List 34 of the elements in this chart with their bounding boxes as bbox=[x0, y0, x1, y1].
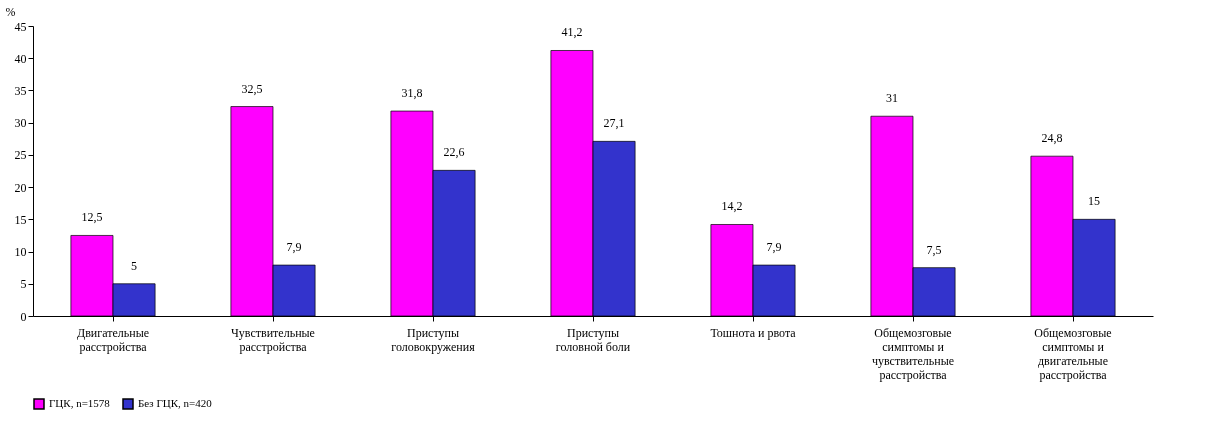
y-tick-label: 0 bbox=[20, 309, 27, 324]
data-label: 15 bbox=[1088, 194, 1101, 209]
data-label: 12,5 bbox=[81, 210, 103, 225]
y-tick-label: 45 bbox=[14, 19, 27, 34]
x-tick-label: Чувствительные расстройства bbox=[231, 325, 315, 354]
legend-label: Без ГЦК, n=420 bbox=[138, 397, 213, 409]
data-label: 31,8 bbox=[401, 86, 423, 101]
y-tick-label: 40 bbox=[14, 51, 27, 66]
y-axis-title: % bbox=[5, 4, 16, 19]
y-tick-label: 15 bbox=[14, 212, 27, 227]
data-label: 5 bbox=[131, 258, 138, 273]
y-tick-label: 20 bbox=[14, 180, 27, 195]
x-tick-label: Двигательные расстройства bbox=[76, 325, 150, 354]
y-tick-label: 35 bbox=[14, 83, 27, 98]
data-label: 41,2 bbox=[561, 25, 583, 40]
data-label: 27,1 bbox=[603, 116, 625, 131]
x-tick-label: Общемозговые симптомы и чувствительные расстройства bbox=[871, 325, 955, 382]
y-tick-label: 5 bbox=[20, 277, 27, 292]
x-tick-label: Тошнота и рвота bbox=[710, 325, 797, 340]
data-label: 31 bbox=[885, 91, 898, 106]
y-tick-label: 10 bbox=[14, 245, 27, 260]
x-tick-label: Приступы головокружения bbox=[391, 325, 476, 354]
y-tick-label: 30 bbox=[14, 116, 27, 131]
data-label: 32,5 bbox=[241, 81, 263, 96]
data-label: 24,8 bbox=[1041, 131, 1063, 146]
x-tick-label: Общемозговые симптомы и двигательные расстройства bbox=[1034, 325, 1112, 382]
data-label: 14,2 bbox=[721, 199, 743, 214]
data-label: 7,9 bbox=[766, 240, 782, 255]
y-tick-label: 25 bbox=[14, 148, 27, 163]
data-label: 7,5 bbox=[926, 242, 942, 257]
legend-label: ГЦК, n=1578 bbox=[49, 397, 111, 409]
data-label: 7,9 bbox=[286, 240, 302, 255]
data-label: 22,6 bbox=[443, 145, 465, 160]
x-tick-label: Приступы головной боли bbox=[555, 325, 631, 354]
